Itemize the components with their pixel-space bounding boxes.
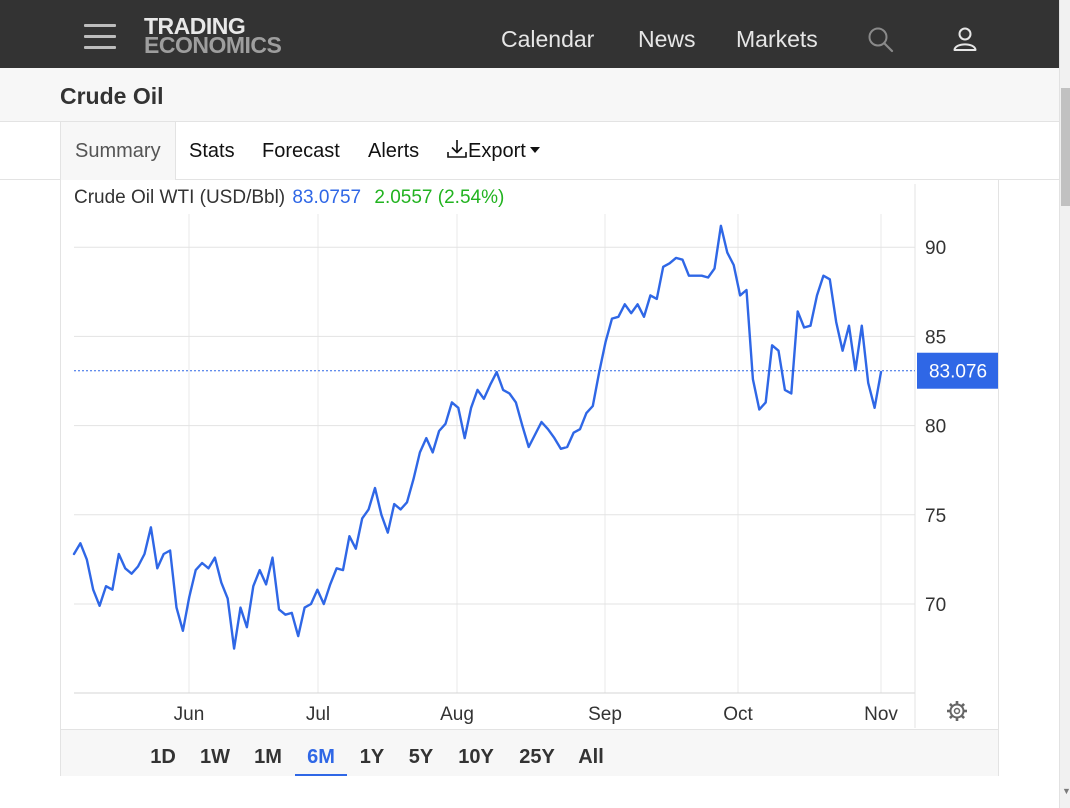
logo[interactable]: TRADING ECONOMICS [144,13,282,58]
range-button-1w[interactable]: 1W [200,746,230,768]
chart-card [60,180,999,776]
legend-change: 2.0557 (2.54%) [374,187,505,208]
logo-line-1: TRADING [144,13,246,39]
scrollbar-thumb[interactable] [1061,88,1070,206]
tab-summary[interactable]: Summary [60,122,176,180]
chevron-down-icon [529,146,540,153]
hamburger-menu-icon[interactable] [84,24,116,50]
title-band: Crude Oil [0,68,1059,122]
range-button-all[interactable]: All [578,746,604,768]
nav-link-markets[interactable]: Markets [736,26,818,52]
download-icon [447,139,467,158]
tab-alerts[interactable]: Alerts [368,140,420,162]
tab-stats[interactable]: Stats [189,140,235,162]
legend-series-name: Crude Oil WTI (USD/Bbl) [74,187,286,208]
user-icon[interactable] [952,26,978,57]
top-nav-bar: TRADING ECONOMICS Calendar News Markets [0,0,1059,68]
scroll-down-arrow-icon[interactable]: ▼ [1062,786,1070,796]
chart-tabs: Summary Stats Forecast Alerts Export [0,122,1059,180]
range-button-1m[interactable]: 1M [254,746,282,768]
nav-link-calendar[interactable]: Calendar [501,26,595,52]
legend-last-value: 83.0757 [292,187,362,208]
scrollbar[interactable]: ▼ [1059,0,1070,808]
range-button-1d[interactable]: 1D [150,746,176,768]
search-icon[interactable] [867,26,895,59]
tab-export[interactable]: Export [446,122,540,180]
range-button-10y[interactable]: 10Y [458,746,494,768]
range-button-5y[interactable]: 5Y [408,746,434,768]
nav-link-news[interactable]: News [638,26,696,52]
range-button-6m[interactable]: 6M [295,730,347,776]
tab-forecast[interactable]: Forecast [262,140,340,162]
range-button-25y[interactable]: 25Y [519,746,555,768]
logo-line-2: ECONOMICS [144,32,282,58]
range-selector: 1D 1W 1M 6M 1Y 5Y 10Y 25Y All [61,729,998,776]
chart-legend: Crude Oil WTI (USD/Bbl) 83.0757 2.0557 (… [74,187,504,209]
page-title: Crude Oil [60,83,164,109]
range-button-1y[interactable]: 1Y [359,746,385,768]
export-label: Export [468,140,526,162]
